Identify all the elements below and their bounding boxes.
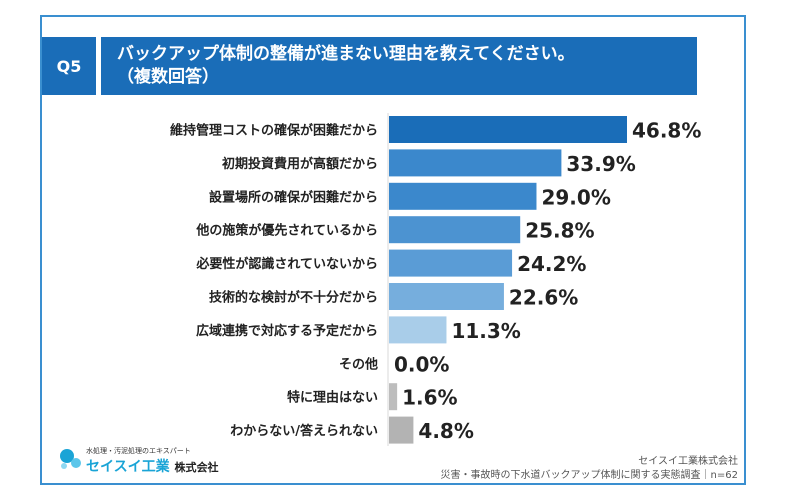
data-label: 1.6% <box>402 386 457 410</box>
company-logo-icon <box>60 449 81 469</box>
bar <box>389 383 398 411</box>
category-label: 維持管理コストの確保が困難だから <box>170 123 378 139</box>
data-label: 22.6% <box>509 286 578 310</box>
category-label: 技術的な検討が不十分だから <box>209 290 378 306</box>
question-title-line1: バックアップ体制の整備が進まない理由を教えてください。 <box>117 44 575 64</box>
bar <box>389 283 504 310</box>
bar <box>389 182 537 210</box>
footer-survey: 災害・事故時の下水道バックアップ体制に関する実態調査｜n=62 <box>440 470 738 481</box>
bar <box>389 216 521 244</box>
footer-company: セイスイ工業株式会社 <box>638 456 738 467</box>
data-label: 11.3% <box>451 319 520 343</box>
data-label: 4.8% <box>418 419 473 443</box>
category-label: その他 <box>339 356 378 372</box>
logo-name-main: セイスイ工業 <box>86 459 170 475</box>
data-label: 29.0% <box>541 185 610 209</box>
category-label: 特に理由はない <box>287 390 378 406</box>
data-label: 25.8% <box>525 219 594 243</box>
bar <box>389 249 513 277</box>
question-badge: Q5 <box>42 37 96 95</box>
data-label: 24.2% <box>517 252 586 276</box>
category-label: 広域連携で対応する予定だから <box>196 323 378 339</box>
question-title-line2: （複数回答） <box>117 67 219 87</box>
data-label: 0.0% <box>394 352 449 376</box>
category-label: 設置場所の確保が困難だから <box>209 189 378 205</box>
data-label: 46.8% <box>632 119 701 143</box>
bar <box>389 149 562 177</box>
category-label: 初期投資費用が高額だから <box>222 156 378 172</box>
logo-tagline: 水処理・汚泥処理のエキスパート <box>86 447 191 455</box>
category-label: 他の施策が優先されているから <box>195 223 378 239</box>
logo-name: セイスイ工業 株式会社 <box>86 456 218 476</box>
bar <box>389 416 414 444</box>
logo-name-suffix: 株式会社 <box>174 461 219 474</box>
bar <box>389 316 447 344</box>
data-label: 33.9% <box>566 152 635 176</box>
category-label: 必要性が認識されていないから <box>195 256 378 272</box>
category-label: わからない/答えられない <box>230 423 378 439</box>
question-title: バックアップ体制の整備が進まない理由を教えてください。 （複数回答） <box>101 37 697 95</box>
bar <box>389 116 627 143</box>
